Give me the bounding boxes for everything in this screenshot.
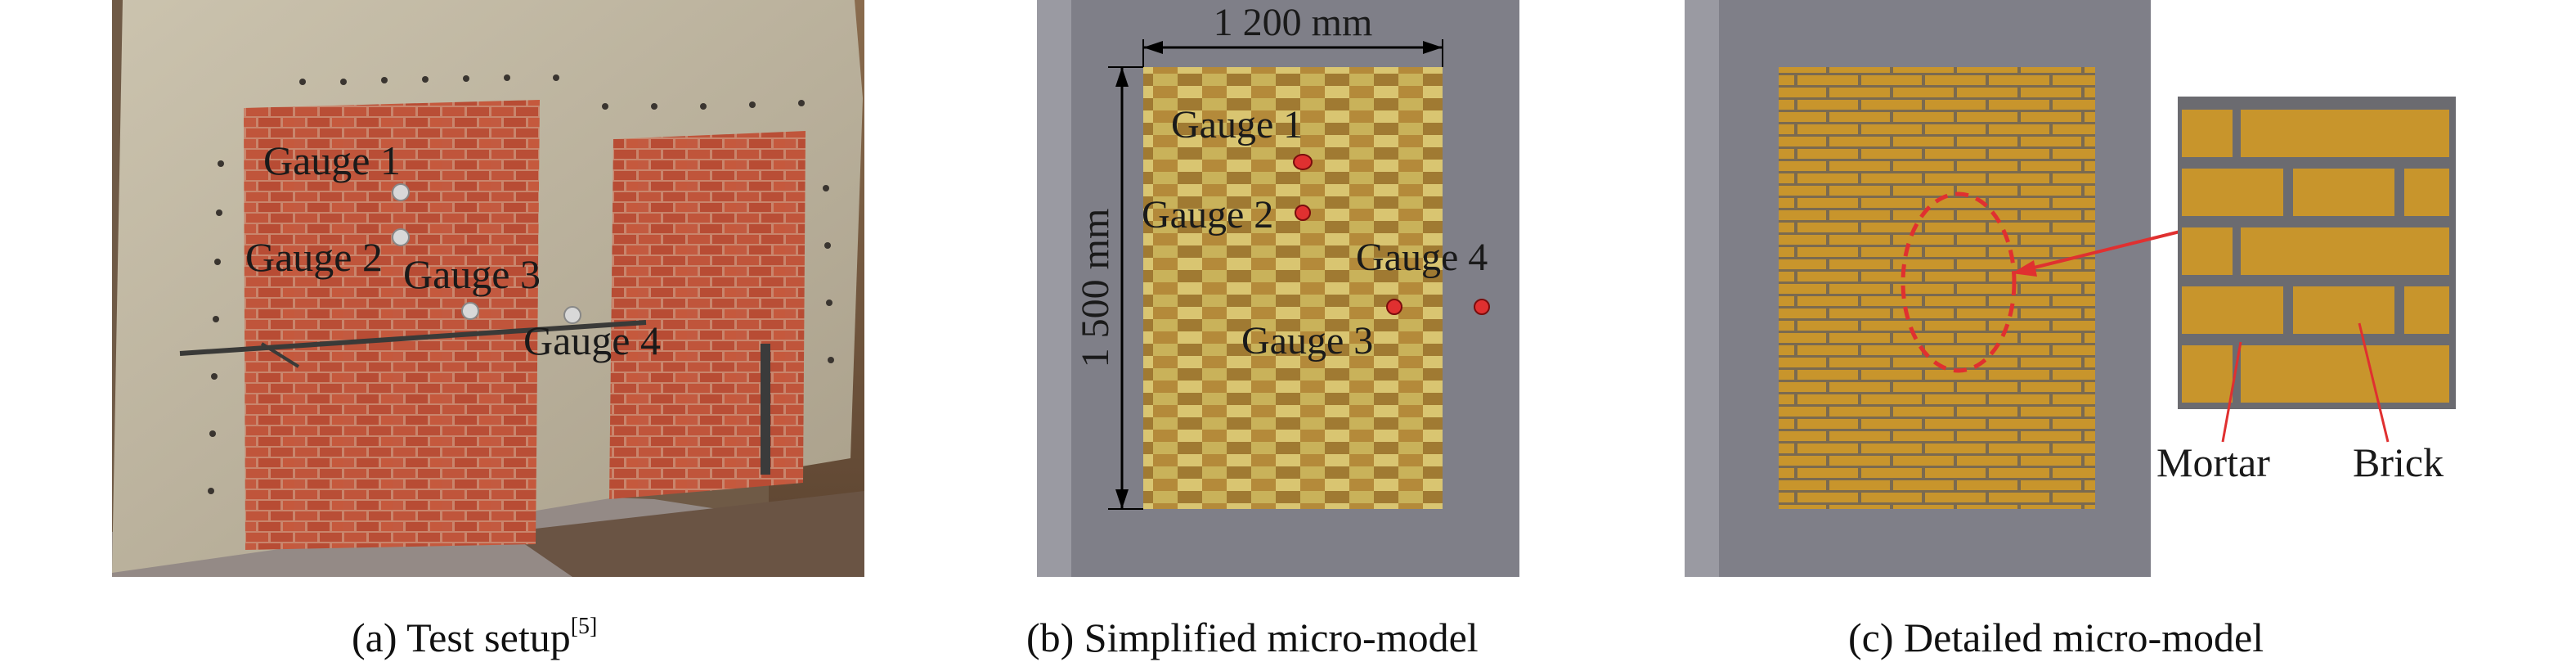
caption-detailed-model: (c) Detailed micro-model <box>1848 615 2264 660</box>
zoom-inset <box>2178 97 2456 409</box>
detailed-brick-panel <box>1779 67 2095 509</box>
gauge-marker-2 <box>1295 205 1311 221</box>
zoom-region-ellipse <box>1901 191 2017 373</box>
panel-test-setup: Gauge 1 Gauge 2 Gauge 3 Gauge 4 (a) Test… <box>0 0 900 660</box>
gauge-marker-4 <box>1474 299 1490 315</box>
height-dimension-label: 1 500 mm <box>1074 209 1117 368</box>
brick-panel-left <box>244 100 540 550</box>
measurement-rod <box>179 320 647 356</box>
gauge-marker-1 <box>1293 154 1313 170</box>
gauge-disc-2 <box>392 228 410 246</box>
test-setup-photo: Gauge 1 Gauge 2 Gauge 3 Gauge 4 <box>112 0 864 577</box>
gauge-disc-1 <box>392 183 410 201</box>
mortar-leader-line <box>2221 341 2242 443</box>
gauge-disc-4 <box>563 306 581 324</box>
gauge-1-label: Gauge 1 <box>263 137 401 183</box>
simplified-brick-panel <box>1143 67 1443 509</box>
bolt-holes <box>208 74 834 494</box>
gauge-disc-3 <box>461 302 479 320</box>
width-dimension-label: 1 200 mm <box>1214 1 1373 44</box>
mortar-label: Mortar <box>2156 439 2270 485</box>
zoom-pointer-arrow <box>2023 229 2184 272</box>
brick-panel-right <box>609 131 806 499</box>
gauge-2-label: Gauge 2 <box>1142 193 1273 236</box>
caption-test-setup: (a) Test setup[5] <box>352 614 598 660</box>
gauge-4-label: Gauge 4 <box>1356 236 1488 279</box>
gauge-3-label: Gauge 3 <box>403 251 541 297</box>
simplified-model-diagram: 1 200 mm 1 500 mm Gauge 1 Gauge 2 Gauge … <box>1037 0 1519 577</box>
gauge-4-label: Gauge 4 <box>523 317 661 363</box>
panel-detailed-model: Mortar Brick (c) Detailed micro-model <box>1668 0 2576 671</box>
gauge-1-label: Gauge 1 <box>1171 103 1303 146</box>
gauge-2-label: Gauge 2 <box>245 234 383 280</box>
panel-simplified-model: 1 200 mm 1 500 mm Gauge 1 Gauge 2 Gauge … <box>981 0 1619 671</box>
detailed-model-diagram: Mortar Brick <box>1685 0 2456 577</box>
gauge-marker-3 <box>1386 299 1402 315</box>
brick-leader-line <box>2358 322 2390 443</box>
caption-simplified-model: (b) Simplified micro-model <box>1026 615 1479 660</box>
gauge-3-label: Gauge 3 <box>1241 319 1373 363</box>
brick-label: Brick <box>2353 439 2444 485</box>
reference-superscript: [5] <box>570 614 598 640</box>
